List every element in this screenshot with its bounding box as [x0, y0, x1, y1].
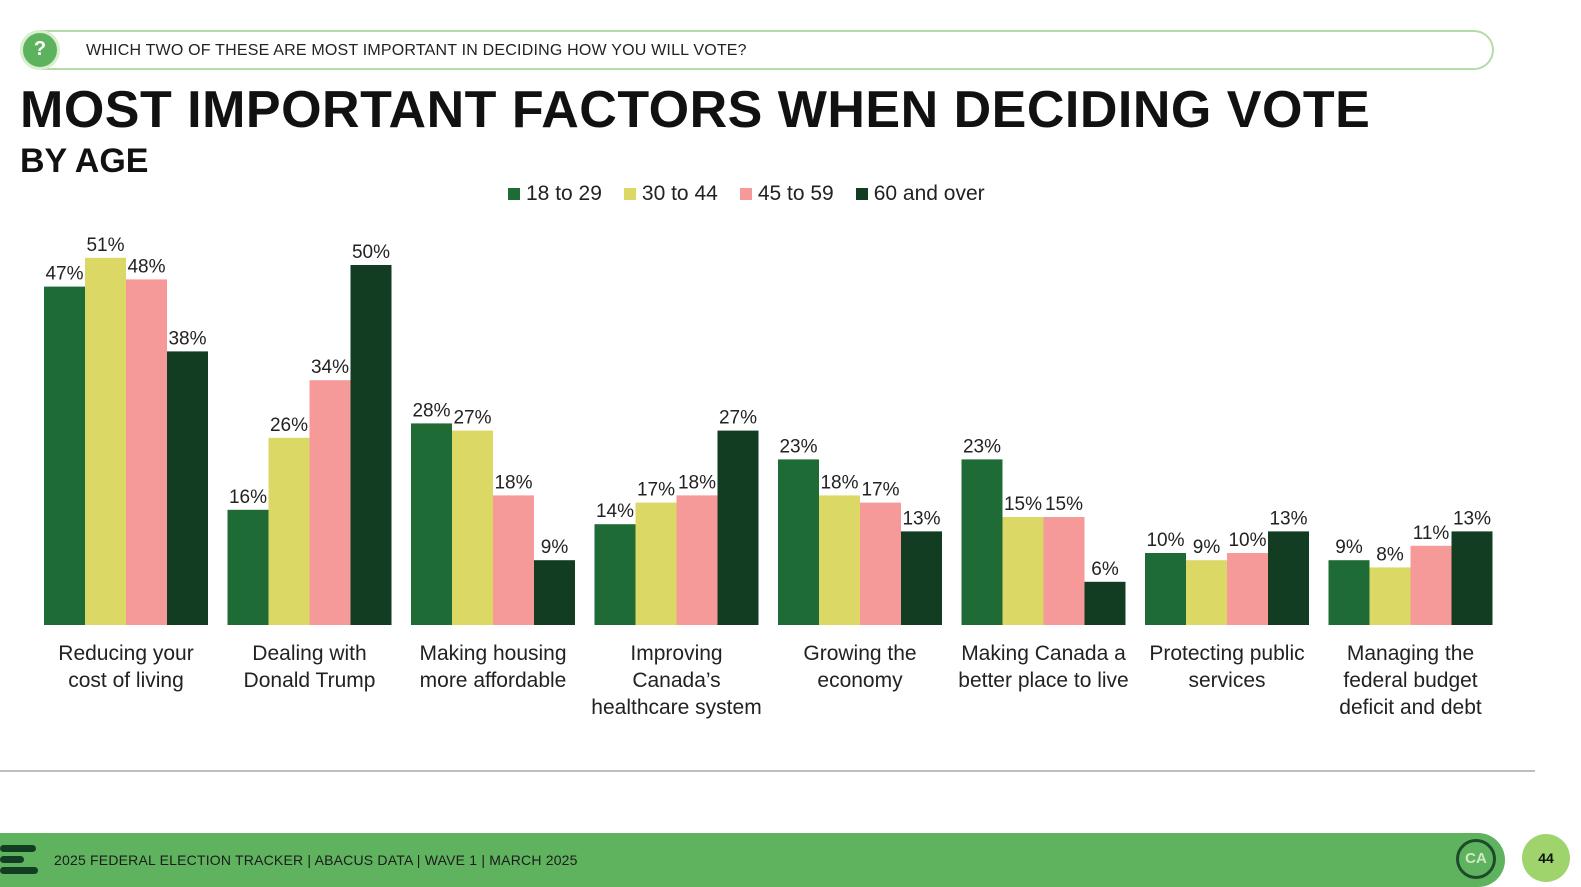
bar-8-4 [1451, 531, 1493, 625]
data-label-4-3: 18% [678, 472, 716, 493]
data-label-8-2: 8% [1376, 544, 1404, 565]
data-label-6-1: 23% [963, 436, 1001, 457]
legend-label-30-44: 30 to 44 [641, 182, 718, 205]
data-label-7-1: 10% [1146, 530, 1184, 551]
category-label-8: Managing the federal budget deficit and … [1339, 642, 1482, 719]
data-label-3-2: 27% [453, 408, 491, 429]
data-label-4-1: 14% [596, 501, 634, 522]
footer-bar: 2025 FEDERAL ELECTION TRACKER | ABACUS D… [0, 833, 1505, 887]
data-label-4-2: 17% [637, 480, 675, 501]
data-label-7-2: 9% [1193, 537, 1221, 558]
legend-swatch-45-59 [739, 188, 752, 200]
data-label-2-2: 26% [270, 415, 308, 436]
legend-swatch-60-over [855, 188, 868, 200]
category-label-1: Reducing your cost of living [58, 642, 194, 692]
data-label-1-1: 47% [45, 264, 83, 285]
bar-6-2 [1002, 517, 1044, 625]
question-icon: ? [20, 30, 60, 70]
data-label-8-4: 13% [1453, 508, 1491, 529]
footer-badge: CA [1456, 839, 1496, 879]
divider [0, 770, 1535, 772]
bar-2-2 [268, 437, 310, 625]
bar-4-1 [594, 524, 636, 625]
category-label-4: Improving Canada’s healthcare system [591, 642, 762, 719]
legend-item-45-59: 45 to 59 [739, 182, 834, 206]
bar-2-3 [309, 380, 351, 625]
data-label-1-3: 48% [127, 256, 165, 277]
legend-item-60-over: 60 and over [855, 182, 985, 206]
page-number: 44 [1522, 834, 1570, 882]
data-label-5-1: 23% [779, 436, 817, 457]
bar-3-4 [534, 560, 575, 625]
bar-5-3 [860, 502, 901, 625]
bar-chart: 47%51%48%38%16%26%34%50%28% 27%18%9%14%17… [44, 235, 1493, 625]
data-label-2-3: 34% [311, 357, 349, 378]
bar-3-1 [411, 423, 452, 625]
legend-item-30-44: 30 to 44 [623, 182, 718, 206]
legend-label-60-over: 60 and over [873, 182, 985, 205]
bar-5-4 [901, 531, 942, 625]
bar-6-4 [1084, 581, 1126, 625]
legend-label-18-29: 18 to 29 [526, 182, 602, 205]
page-subtitle: BY AGE [20, 142, 149, 180]
data-label-4-4: 27% [719, 408, 757, 429]
data-label-8-1: 9% [1335, 537, 1363, 558]
legend-item-18-29: 18 to 29 [508, 182, 602, 206]
question-banner: ? WHICH TWO OF THESE ARE MOST IMPORTANT … [20, 30, 1494, 70]
category-label-3: Making housing more affordable [419, 642, 567, 692]
data-label-3-3: 18% [494, 472, 532, 493]
footer-text: 2025 FEDERAL ELECTION TRACKER | ABACUS D… [54, 852, 578, 868]
bar-3-2 [452, 430, 493, 625]
legend-label-45-59: 45 to 59 [757, 182, 834, 205]
data-label-2-1: 16% [229, 487, 267, 508]
bar-1-1 [44, 286, 85, 625]
bar-4-2 [635, 502, 677, 625]
data-label-6-4: 6% [1091, 559, 1119, 580]
data-label-7-3: 10% [1228, 530, 1266, 551]
bar-7-4 [1268, 531, 1309, 625]
data-label-1-4: 38% [168, 328, 206, 349]
data-label-5-2: 18% [820, 472, 858, 493]
data-label-5-4: 13% [902, 508, 940, 529]
category-label-2: Dealing with Donald Trump [243, 642, 376, 692]
data-label-6-2: 15% [1004, 494, 1042, 515]
data-label-3-1: 28% [412, 400, 450, 421]
data-label-3-4: 9% [541, 537, 569, 558]
category-label-5: Growing the economy [803, 642, 917, 692]
bar-2-1 [227, 509, 269, 625]
bar-8-1 [1328, 560, 1370, 625]
bar-1-4 [167, 351, 208, 625]
legend-swatch-18-29 [508, 188, 520, 200]
bar-8-3 [1410, 545, 1452, 625]
bar-4-4 [717, 430, 759, 625]
bar-5-2 [819, 495, 860, 625]
bar-7-3 [1227, 553, 1268, 625]
bar-1-2 [85, 257, 126, 625]
bar-7-2 [1186, 560, 1227, 625]
bar-6-3 [1043, 517, 1085, 625]
bar-4-3 [676, 495, 718, 625]
bar-2-4 [350, 265, 392, 625]
category-label-6: Making Canada a better place to live [958, 642, 1129, 692]
bar-8-2 [1369, 567, 1411, 625]
data-label-8-3: 11% [1413, 523, 1450, 544]
bar-3-3 [493, 495, 534, 625]
bar-6-1 [961, 459, 1003, 625]
data-label-6-3: 15% [1045, 494, 1083, 515]
data-label-7-4: 13% [1269, 508, 1307, 529]
category-label-7: Protecting public services [1149, 642, 1305, 692]
bar-5-1 [778, 459, 819, 625]
data-label-1-2: 51% [86, 235, 124, 256]
legend-swatch-30-44 [623, 188, 636, 200]
data-label-5-3: 17% [861, 480, 899, 501]
bar-1-3 [126, 279, 167, 625]
page-title: MOST IMPORTANT FACTORS WHEN DECIDING VOT… [20, 81, 1371, 139]
abacus-logo-icon [0, 845, 40, 875]
chart-legend: 18 to 29 30 to 44 45 to 59 60 and over [508, 182, 985, 206]
question-text: WHICH TWO OF THESE ARE MOST IMPORTANT IN… [86, 42, 747, 59]
bar-7-1 [1145, 553, 1186, 625]
data-label-2-4: 50% [352, 242, 390, 263]
